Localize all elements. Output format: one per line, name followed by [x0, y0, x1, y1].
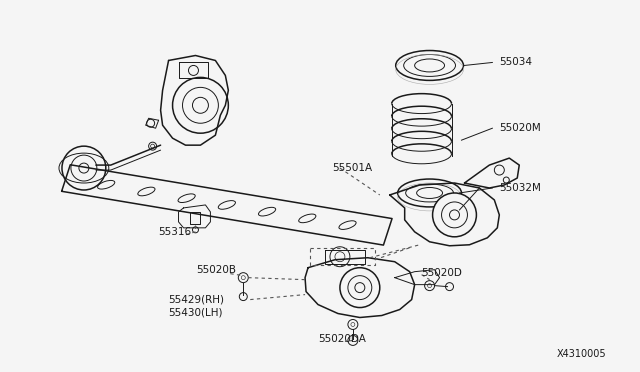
Ellipse shape [218, 201, 236, 209]
Text: 55430(LH): 55430(LH) [168, 308, 223, 318]
Text: 55020M: 55020M [499, 123, 541, 133]
Circle shape [340, 268, 380, 308]
Text: 55032M: 55032M [499, 183, 541, 193]
Circle shape [62, 146, 106, 190]
Text: 55429(RH): 55429(RH) [168, 295, 225, 305]
Text: 55020B: 55020B [196, 265, 236, 275]
Ellipse shape [339, 221, 356, 230]
Text: 55316: 55316 [159, 227, 192, 237]
Ellipse shape [138, 187, 155, 196]
Ellipse shape [259, 207, 276, 216]
Ellipse shape [404, 54, 456, 76]
Text: 55034: 55034 [499, 57, 532, 67]
Ellipse shape [178, 194, 195, 202]
Ellipse shape [406, 184, 454, 202]
Circle shape [433, 193, 476, 237]
Ellipse shape [97, 180, 115, 189]
Text: X4310005: X4310005 [557, 349, 607, 359]
Circle shape [173, 77, 228, 133]
Circle shape [330, 247, 350, 267]
Text: 55020DA: 55020DA [318, 334, 366, 344]
Text: 55501A: 55501A [332, 163, 372, 173]
Ellipse shape [299, 214, 316, 223]
Text: 55020D: 55020D [422, 268, 463, 278]
